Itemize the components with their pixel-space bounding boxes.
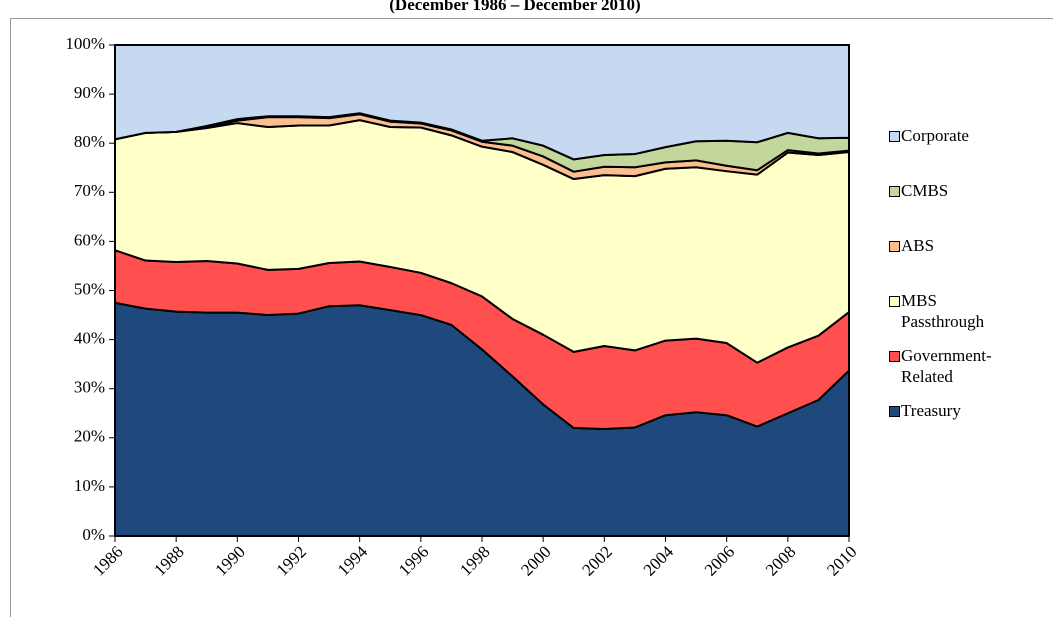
x-tick-label: 1990	[211, 542, 248, 579]
legend-swatch	[889, 296, 900, 307]
legend-swatch	[889, 131, 900, 142]
y-tick-label: 100%	[65, 34, 105, 53]
y-tick-label: 60%	[74, 230, 105, 249]
legend-label: Corporate	[901, 126, 969, 145]
legend-swatch	[889, 406, 900, 417]
legend-label: Treasury	[901, 401, 961, 420]
x-tick-label: 1988	[150, 542, 187, 579]
y-tick-label: 80%	[74, 132, 105, 151]
y-tick-label: 0%	[82, 525, 105, 544]
x-tick-label: 1996	[395, 542, 432, 579]
y-tick-label: 30%	[74, 378, 105, 397]
x-tick-label: 1994	[334, 542, 372, 580]
y-tick-label: 40%	[74, 329, 105, 348]
x-tick-label: 2008	[762, 542, 799, 579]
chart-subtitle: (December 1986 – December 2010)	[389, 0, 640, 14]
legend-swatch	[889, 351, 900, 362]
legend-swatch	[889, 186, 900, 197]
legend-label: CMBS	[901, 181, 949, 200]
x-tick-label: 2010	[823, 542, 860, 579]
y-tick-label: 20%	[74, 427, 105, 446]
y-tick-label: 90%	[74, 83, 105, 102]
legend-item: MBS Passthrough	[889, 290, 1019, 332]
x-tick-label: 1992	[273, 542, 310, 579]
y-tick-label: 70%	[74, 181, 105, 200]
x-tick-label: 1998	[456, 542, 493, 579]
legend-label: Government-Related	[901, 346, 992, 386]
legend-label: MBS Passthrough	[901, 291, 985, 331]
legend-swatch	[889, 241, 900, 252]
x-tick-label: 2004	[640, 542, 678, 580]
legend-label: ABS	[901, 236, 935, 255]
y-tick-label: 10%	[74, 476, 105, 495]
x-tick-label: 2000	[517, 542, 554, 579]
y-tick-label: 50%	[74, 279, 105, 298]
x-tick-label: 1986	[89, 542, 126, 579]
x-tick-label: 2006	[701, 542, 738, 579]
legend-item: Government-Related	[889, 345, 1019, 387]
x-tick-label: 2002	[578, 542, 615, 579]
legend-item: Corporate	[889, 125, 1019, 146]
legend-item: CMBS	[889, 180, 1019, 201]
legend-item: Treasury	[889, 400, 1019, 421]
legend-item: ABS	[889, 235, 1019, 256]
